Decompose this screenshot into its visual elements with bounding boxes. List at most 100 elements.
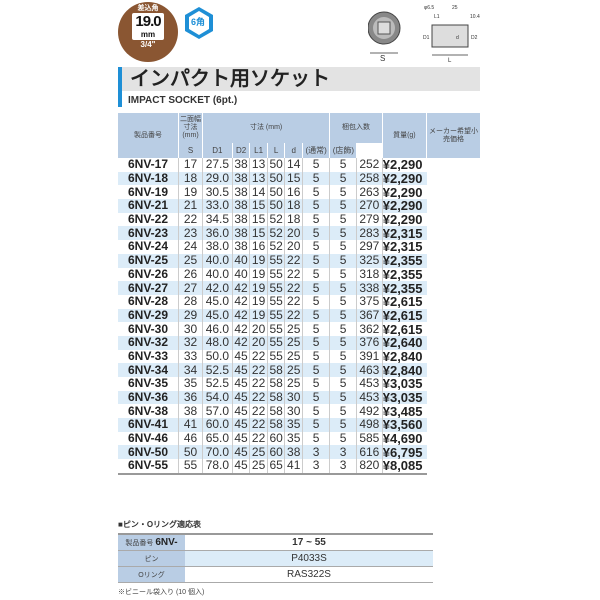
table-cell: 338 xyxy=(355,281,383,295)
table-row: 6NV-30 30 46.0 42 20 55 25 5 5 362 ¥2,615 xyxy=(118,322,480,336)
badge-size: 19.0 xyxy=(135,13,161,30)
table-cell: 5 xyxy=(301,281,330,295)
table-cell: 22 xyxy=(249,377,268,391)
header-dims: 寸法 (mm) xyxy=(201,113,330,143)
table-row: 6NV-28 28 45.0 42 19 55 22 5 5 375 ¥2,615 xyxy=(118,295,480,309)
table-cell: 5 xyxy=(329,172,357,186)
table-cell: 3 xyxy=(301,445,330,460)
table-cell: 30 xyxy=(178,322,203,336)
page-title: インパクト用ソケット xyxy=(130,68,330,90)
table-cell: 18 xyxy=(284,213,303,227)
table-cell: 20 xyxy=(249,322,268,336)
table-cell: 30.5 xyxy=(202,185,233,200)
table-cell: 3 xyxy=(301,459,330,475)
title-banner: インパクト用ソケット xyxy=(118,67,480,107)
table-cell: 60 xyxy=(266,432,285,446)
subheader-7: (店飾) xyxy=(329,143,357,158)
table-cell: 6NV-38 xyxy=(127,403,169,418)
table-cell: 38.0 xyxy=(202,240,233,254)
table-cell: 5 xyxy=(329,404,357,419)
table-cell: 58 xyxy=(266,377,285,391)
table-cell: 15 xyxy=(284,172,303,186)
table-cell: 50 xyxy=(266,158,285,172)
table-cell: 19 xyxy=(249,281,268,295)
table-cell: 55 xyxy=(266,281,285,295)
table-cell: 6NV-17 xyxy=(127,157,169,172)
table-cell: 45 xyxy=(231,459,250,475)
table-cell: 45 xyxy=(231,445,250,460)
table-cell: 6NV-50 xyxy=(118,445,179,460)
packaging-note: ※ビニール袋入り (10 個入) xyxy=(118,589,205,596)
table-cell: 34 xyxy=(178,363,203,377)
table-cell: 453 xyxy=(355,377,383,391)
header-weight: 質量(g) xyxy=(381,113,427,158)
table-cell: 25 xyxy=(284,350,303,364)
subheader-0: S xyxy=(178,143,203,158)
table-cell: 17 xyxy=(178,158,203,172)
header-across: 二面幅寸法(mm) xyxy=(178,113,203,143)
table-cell: 55 xyxy=(266,295,285,309)
table-cell: 5 xyxy=(301,322,330,336)
table-cell: 20 xyxy=(284,240,303,254)
table-cell: 38 xyxy=(231,185,250,200)
table-cell: 5 xyxy=(301,185,330,200)
table-cell: 5 xyxy=(329,322,357,336)
pin-table-title: ■ピン・Oリング適応表 xyxy=(118,520,202,529)
table-cell: 6NV-29 xyxy=(118,309,179,323)
table-cell: 6NV-46 xyxy=(127,431,169,446)
table-cell: 6NV-34 xyxy=(118,363,179,377)
table-cell: 50.0 xyxy=(202,350,233,364)
diagram-label-pin: φ6.5 xyxy=(424,5,434,11)
table-cell: 5 xyxy=(329,336,357,350)
table-cell: 6NV-24 xyxy=(127,239,169,254)
table-cell: 5 xyxy=(301,363,330,377)
table-cell: 41 xyxy=(284,459,303,475)
table-cell: 270 xyxy=(355,199,383,213)
table-cell: 15 xyxy=(249,213,268,227)
table-cell: 36 xyxy=(178,391,203,405)
table-cell: 820 xyxy=(355,459,383,475)
table-cell: 45 xyxy=(231,418,250,432)
table-cell: 38 xyxy=(231,240,250,254)
table-cell: 35 xyxy=(284,418,303,432)
table-cell: 6NV-25 xyxy=(118,254,179,268)
table-cell: 5 xyxy=(301,336,330,350)
subheader-6: (通常) xyxy=(301,143,330,158)
table-cell: 45 xyxy=(231,432,250,446)
diagram-label-d2: D2 xyxy=(471,35,478,41)
table-cell: 30 xyxy=(284,391,303,405)
table-cell: 463 xyxy=(355,363,383,377)
pin-part-prefix: 6NV- xyxy=(155,537,178,548)
table-cell: 55 xyxy=(266,267,285,282)
table-cell: ¥8,085 xyxy=(381,459,427,475)
table-cell: ¥3,035 xyxy=(381,390,427,405)
table-cell: 492 xyxy=(355,404,383,419)
table-cell: 6NV-22 xyxy=(127,212,169,227)
table-cell: 5 xyxy=(329,391,357,405)
table-cell: 34.5 xyxy=(202,213,233,227)
table-cell: 258 xyxy=(355,172,383,186)
table-cell: 21 xyxy=(178,199,203,213)
table-cell: 55 xyxy=(266,309,285,323)
table-cell: 19 xyxy=(249,309,268,323)
table-cell: 6NV-23 xyxy=(118,226,179,241)
table-row: 6NV-38 38 57.0 45 22 58 30 5 5 492 ¥3,485 xyxy=(118,403,480,419)
table-cell: 25 xyxy=(249,459,268,475)
pin-value: P4033S xyxy=(185,550,433,567)
spec-table: 製品番号 二面幅寸法(mm) 寸法 (mm) 梱包入数 質量(g) メーカー希望… xyxy=(118,113,480,475)
table-cell: 32 xyxy=(178,336,203,350)
table-cell: 616 xyxy=(355,445,383,460)
oring-value: RAS322S xyxy=(185,566,433,583)
table-cell: 38 xyxy=(231,226,250,241)
table-cell: 24 xyxy=(178,240,203,254)
table-cell: ¥2,355 xyxy=(381,267,427,282)
table-cell: 26 xyxy=(178,267,203,282)
table-cell: 16 xyxy=(249,240,268,254)
table-cell: ¥2,840 xyxy=(381,363,427,377)
table-cell: 60 xyxy=(266,445,285,460)
table-cell: 279 xyxy=(355,213,383,227)
table-cell: ¥2,290 xyxy=(381,199,427,213)
table-cell: 45.0 xyxy=(202,295,233,309)
subheader-4: L xyxy=(266,143,285,158)
table-cell: 5 xyxy=(301,350,330,364)
